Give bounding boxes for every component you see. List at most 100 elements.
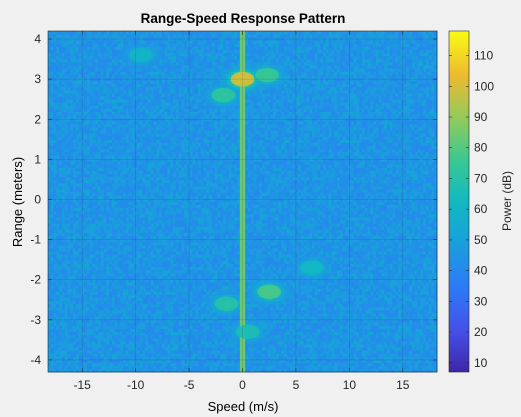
heatmap-cell: [73, 313, 77, 317]
heatmap-cell: [123, 291, 127, 295]
heatmap-cell: [267, 272, 271, 277]
heatmap-cell: [92, 353, 96, 357]
heatmap-cell: [89, 325, 93, 329]
heatmap-cell: [181, 341, 185, 345]
heatmap-cell: [203, 279, 207, 283]
heatmap-cell: [350, 279, 355, 283]
heatmap-cell: [386, 275, 391, 280]
heatmap-cell: [217, 282, 221, 286]
heatmap-cell: [142, 322, 146, 326]
heatmap-cell: [73, 334, 77, 339]
heatmap-cell: [428, 365, 432, 370]
heatmap-cell: [236, 303, 241, 308]
heatmap-cell: [264, 337, 268, 342]
heatmap-cell: [428, 263, 432, 267]
heatmap-cell: [139, 294, 143, 298]
heatmap-cell: [184, 300, 188, 305]
heatmap-cell: [306, 331, 310, 336]
heatmap-cell: [78, 263, 82, 267]
heatmap-cell: [89, 350, 93, 354]
heatmap-cell: [342, 288, 346, 292]
heatmap-cell: [164, 322, 168, 326]
heatmap-cell: [306, 359, 310, 364]
heatmap-cell: [361, 325, 366, 329]
heatmap-cell: [228, 328, 232, 333]
heatmap-cell: [50, 325, 54, 329]
heatmap-cell: [328, 297, 332, 302]
heatmap-cell: [150, 319, 154, 323]
heatmap-cell: [286, 300, 291, 305]
heatmap-cell: [267, 368, 271, 373]
heatmap-cell: [148, 331, 152, 336]
heatmap-cell: [348, 368, 352, 373]
heatmap-cell: [411, 325, 416, 329]
heatmap-cell: [353, 334, 357, 339]
heatmap-cell: [103, 359, 107, 364]
heatmap-cell: [336, 362, 341, 367]
heatmap-cell: [328, 344, 332, 348]
heatmap-cell: [373, 347, 377, 351]
heatmap-cell: [225, 331, 230, 336]
heatmap-cell: [378, 297, 382, 302]
heatmap-cell: [336, 344, 341, 348]
heatmap-cell: [59, 260, 63, 264]
heatmap-cell: [67, 300, 71, 305]
heatmap-cell: [56, 328, 60, 333]
heatmap-cell: [170, 306, 174, 311]
heatmap-cell: [350, 337, 355, 342]
heatmap-cell: [303, 306, 307, 311]
heatmap-cell: [289, 350, 293, 354]
heatmap-cell: [117, 306, 121, 311]
heatmap-cell: [61, 356, 66, 360]
heatmap-cell: [306, 319, 310, 323]
heatmap-cell: [228, 285, 232, 289]
heatmap-cell: [434, 282, 438, 286]
heatmap-cell: [148, 313, 152, 317]
heatmap-cell: [298, 291, 302, 295]
heatmap-cell: [223, 350, 227, 354]
heatmap-cell: [139, 350, 143, 354]
heatmap-cell: [278, 319, 282, 323]
heatmap-cell: [411, 275, 416, 280]
heatmap-cell: [170, 328, 174, 333]
heatmap-cell: [217, 275, 221, 280]
heatmap-cell: [59, 365, 63, 370]
heatmap-cell: [325, 359, 330, 364]
heatmap-cell: [203, 313, 207, 317]
heatmap-cell: [111, 313, 116, 317]
heatmap-cell: [203, 337, 207, 342]
heatmap-cell: [111, 359, 116, 364]
heatmap-cell: [309, 294, 313, 298]
heatmap-cell: [320, 279, 324, 283]
heatmap-cell: [367, 310, 371, 314]
heatmap-cell: [100, 350, 104, 354]
heatmap-cell: [98, 368, 102, 373]
heatmap-cell: [395, 282, 399, 286]
heatmap-cell: [189, 288, 193, 292]
heatmap-cell: [359, 291, 363, 295]
heatmap-cell: [403, 291, 407, 295]
heatmap-cell: [64, 291, 68, 295]
heatmap-cell: [250, 279, 255, 283]
heatmap-cell: [167, 322, 171, 326]
heatmap-cell: [117, 269, 121, 274]
heatmap-cell: [431, 365, 435, 370]
heatmap-cell: [298, 341, 302, 345]
heatmap-cell: [89, 319, 93, 323]
heatmap-cell: [206, 300, 210, 305]
heatmap-cell: [292, 294, 296, 298]
heatmap-cell: [406, 337, 410, 342]
heatmap-cell: [434, 322, 438, 326]
heatmap-cell: [211, 319, 216, 323]
heatmap-cell: [378, 288, 382, 292]
heatmap-cell: [373, 334, 377, 339]
heatmap-cell: [86, 310, 91, 314]
heatmap-cell: [356, 344, 360, 348]
heatmap-cell: [142, 368, 146, 373]
heatmap-cell: [173, 300, 177, 305]
heatmap-cell: [86, 356, 91, 360]
heatmap-cell: [370, 341, 374, 345]
heatmap-cell: [67, 350, 71, 354]
heatmap-cell: [325, 279, 330, 283]
heatmap-cell: [181, 359, 185, 364]
